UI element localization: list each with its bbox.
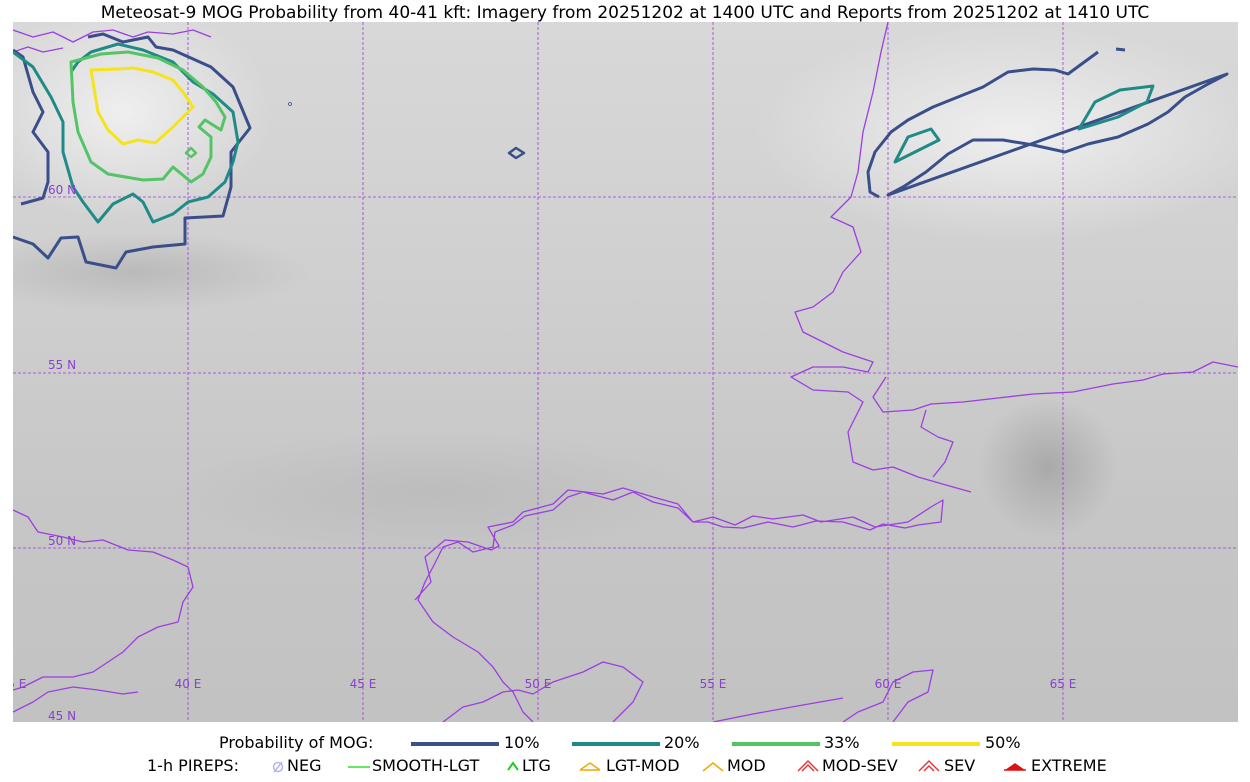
- lat-label: 50 N: [48, 534, 76, 548]
- bright-cloud-band: [753, 22, 1238, 242]
- legend-line-50pct: [892, 742, 980, 746]
- legend-label-neg: NEG: [287, 756, 322, 775]
- probability-legend: Probability of MOG: 10% 20% 33% 50%: [0, 733, 1250, 753]
- dark-swirl-east: [978, 397, 1118, 537]
- lat-label: 45 N: [48, 709, 76, 722]
- legend-label-33pct: 33%: [824, 733, 860, 752]
- lat-label: 55 N: [48, 358, 76, 372]
- legend-label-extreme: EXTREME: [1031, 756, 1107, 775]
- lat-labels: 60 N 55 N 50 N 45 N: [48, 183, 76, 722]
- mod-icon: [702, 762, 724, 772]
- coastlines: [13, 22, 1238, 722]
- legend-label-mod: MOD: [727, 756, 766, 775]
- neg-icon: [272, 761, 284, 773]
- sev-icon: [918, 760, 940, 772]
- legend-label-lgt-mod: LGT-MOD: [606, 756, 680, 775]
- legend-line-33pct: [732, 742, 820, 746]
- legend-line-10pct: [411, 742, 499, 746]
- legend-label-ltg: LTG: [522, 756, 551, 775]
- contour-50pct: [89, 66, 195, 146]
- contour-20pct-ne2: [1077, 84, 1155, 131]
- dark-band-south: [173, 432, 693, 552]
- lgt-mod-icon: [579, 762, 601, 771]
- lon-label: 35 E: [13, 677, 26, 691]
- ltg-icon: [507, 761, 519, 771]
- contour-33pct-small: [184, 146, 198, 159]
- contour-20pct-ne1: [893, 127, 941, 164]
- probability-contours: [13, 32, 1229, 270]
- lon-label: 60 E: [875, 677, 902, 691]
- legend-label-10pct: 10%: [504, 733, 540, 752]
- satellite-map: 60 N 55 N 50 N 45 N 35 E 40 E 45 E 50 E …: [13, 22, 1238, 722]
- lat-label: 60 N: [48, 183, 76, 197]
- contour-33pct: [69, 50, 227, 184]
- extreme-icon: [1004, 763, 1026, 771]
- legend-label-mod-sev: MOD-SEV: [822, 756, 898, 775]
- lon-labels: 35 E 40 E 45 E 50 E 55 E 60 E 65 E: [13, 677, 1076, 691]
- legend-line-20pct: [572, 742, 660, 746]
- dark-band-west: [13, 232, 313, 312]
- lon-label: 45 E: [350, 677, 377, 691]
- legend-label-sev: SEV: [944, 756, 976, 775]
- map-title: Meteosat-9 MOG Probability from 40-41 kf…: [100, 3, 1150, 23]
- smooth-lgt-icon: [348, 766, 370, 768]
- legend-label-20pct: 20%: [664, 733, 700, 752]
- lon-label: 50 E: [525, 677, 552, 691]
- mod-sev-icon: [797, 760, 819, 772]
- small-island-marker: [288, 102, 292, 106]
- contour-10pct-ne: [866, 47, 1229, 199]
- contour-10pct-small: [507, 146, 526, 160]
- legend-label-50pct: 50%: [985, 733, 1021, 752]
- contour-10pct-nw: [13, 32, 252, 270]
- pireps-legend: 1-h PIREPS: NEG SMOOTH-LGT LTG LGT-MOD M…: [0, 756, 1250, 776]
- lon-label: 55 E: [700, 677, 727, 691]
- pireps-legend-label: 1-h PIREPS:: [147, 756, 239, 775]
- probability-legend-label: Probability of MOG:: [219, 733, 374, 752]
- contour-20pct-nw: [13, 42, 240, 224]
- bright-cloud-nw: [13, 22, 273, 222]
- lon-label: 65 E: [1050, 677, 1077, 691]
- graticule: [13, 22, 1238, 722]
- legend-label-smooth-lgt: SMOOTH-LGT: [372, 756, 480, 775]
- lon-label: 40 E: [175, 677, 202, 691]
